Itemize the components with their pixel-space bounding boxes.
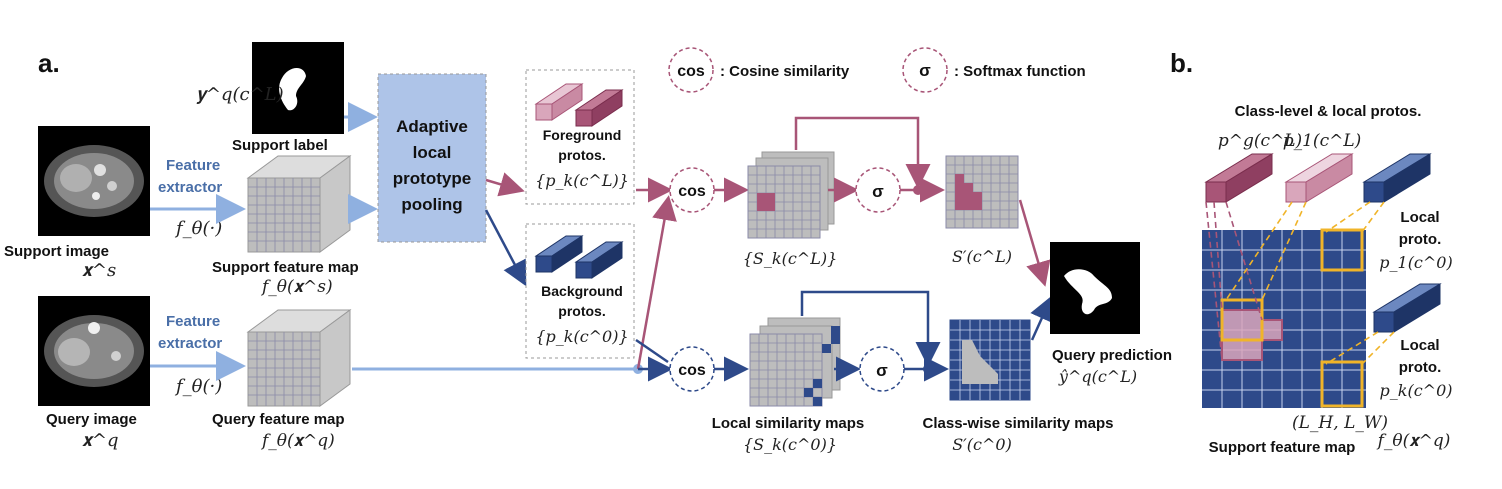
feature-extractor-bottom-line2: extractor [158, 335, 222, 352]
adaptive-pooling-line4: pooling [401, 195, 462, 214]
classwise-similarity-maps-label: Class-wise similarity maps [923, 415, 1114, 432]
p1-top-math: p_1(c^L) [1283, 131, 1362, 151]
sigma-bottom-symbol: σ [876, 361, 888, 380]
local-similarity-maps-label: Local similarity maps [712, 415, 865, 432]
support-label-math: 𝐲^q(c^L) [196, 84, 284, 105]
query-prediction-math: ŷ^q(c^L) [1058, 367, 1137, 386]
query-feature-map-cube [246, 309, 352, 407]
sk-c0-maps [749, 317, 841, 407]
pk-c0-math: p_k(c^0) [1380, 381, 1453, 400]
sk-cl-math: {S_k(c^L)} [743, 249, 838, 268]
support-image-math: 𝐱^s [82, 260, 116, 281]
pg-math: p^g(c^L) [1218, 131, 1302, 151]
support-label-image [252, 42, 344, 134]
arrow-sprime-cl-pred [1018, 199, 1051, 287]
f-theta-bottom: f_θ(·) [174, 376, 222, 397]
lh-lw-math: (L_H, L_W) [1292, 413, 1388, 433]
sk-cl-maps [747, 151, 835, 239]
query-ct-image [38, 296, 150, 406]
p1-c0-math: p_1(c^0) [1379, 253, 1452, 272]
support-feature-map-label: Support feature map [212, 259, 359, 276]
foreground-proto-bars [534, 83, 624, 127]
query-image-label: Query image [46, 411, 137, 428]
local-bg-proto-bar-2 [1372, 283, 1442, 333]
panel-a-label: a. [38, 48, 60, 78]
class-level-proto-bar [1204, 153, 1274, 203]
feature-extractor-top-line1: Feature [166, 157, 220, 174]
adaptive-pooling-line1: Adaptive [396, 117, 468, 136]
arrow-pooling-bg [484, 209, 527, 287]
foreground-protos-line2: protos. [558, 147, 605, 163]
sigma-legend-text: : Softmax function [954, 63, 1086, 80]
f-theta-top: f_θ(·) [174, 218, 222, 239]
skip-connection-top [794, 116, 931, 189]
sprime-c0-math: S′(c^0) [952, 435, 1012, 454]
arrow-query-cos-top [636, 195, 677, 370]
arrow-pooling-fg [485, 172, 525, 197]
foreground-protos-box [525, 69, 635, 205]
background-protos-box [525, 223, 635, 359]
sprime-c0-map [949, 319, 1031, 401]
arrow-sprime-c0-pred [1030, 295, 1054, 341]
skip-connection-bottom [800, 290, 941, 367]
background-protos-math: {p_k(c^0)} [535, 327, 628, 346]
adaptive-pooling-line3: prototype [393, 169, 471, 188]
feature-extractor-top-line2: extractor [158, 179, 222, 196]
support-feature-map-cube [246, 155, 352, 253]
support-label-text: Support label [232, 137, 328, 154]
panel-b-f-theta-xq-math: f_θ(𝐱^q) [1376, 431, 1451, 451]
cos-top-symbol: cos [678, 183, 706, 200]
query-feature-map-label: Query feature map [212, 411, 345, 428]
panel-b-label: b. [1170, 48, 1193, 78]
support-ct-image [38, 126, 150, 236]
local-proto-2-line1: Local [1400, 337, 1439, 354]
cos-legend-icon [668, 47, 714, 93]
panel-b-title: Class-level & local protos. [1235, 103, 1422, 120]
local-proto-1-line2: proto. [1399, 231, 1442, 248]
foreground-protos-line1: Foreground [543, 127, 622, 143]
query-image-math: 𝐱^q [82, 430, 119, 451]
cos-legend-text: : Cosine similarity [720, 63, 850, 80]
panel-b-connectors [1205, 201, 1395, 365]
background-proto-bars [534, 235, 624, 279]
arrow-bg-cos [635, 338, 669, 364]
panel-b-support-feature-grid [1202, 228, 1366, 408]
sprime-cl-math: S′(c^L) [952, 247, 1012, 266]
sprime-cl-map [945, 155, 1019, 229]
query-prediction-label: Query prediction [1052, 347, 1172, 364]
local-proto-1-line1: Local [1400, 209, 1439, 226]
local-fg-proto-bar [1284, 153, 1354, 203]
panel-b-support-feature-map-label: Support feature map [1209, 439, 1356, 456]
support-feature-map-math: f_θ(𝐱^s) [260, 277, 333, 297]
query-prediction-image [1050, 242, 1140, 334]
local-proto-2-line2: proto. [1399, 359, 1442, 376]
sigma-legend-icon [902, 47, 948, 93]
adaptive-pooling-box [377, 73, 487, 243]
sigma-top-symbol: σ [872, 182, 884, 201]
cos-bottom-symbol: cos [678, 362, 706, 379]
sk-c0-math: {S_k(c^0)} [743, 435, 837, 454]
adaptive-pooling-line2: local [413, 143, 452, 162]
background-protos-line1: Background [541, 283, 623, 299]
background-protos-line2: protos. [558, 303, 605, 319]
cos-legend-symbol: cos [677, 63, 705, 80]
local-bg-proto-bar-1 [1362, 153, 1432, 203]
sigma-legend-symbol: σ [919, 61, 931, 80]
support-image-label: Support image [4, 243, 109, 260]
feature-extractor-bottom-line1: Feature [166, 313, 220, 330]
query-feature-map-math: f_θ(𝐱^q) [260, 431, 335, 451]
foreground-protos-math: {p_k(c^L)} [535, 171, 629, 190]
